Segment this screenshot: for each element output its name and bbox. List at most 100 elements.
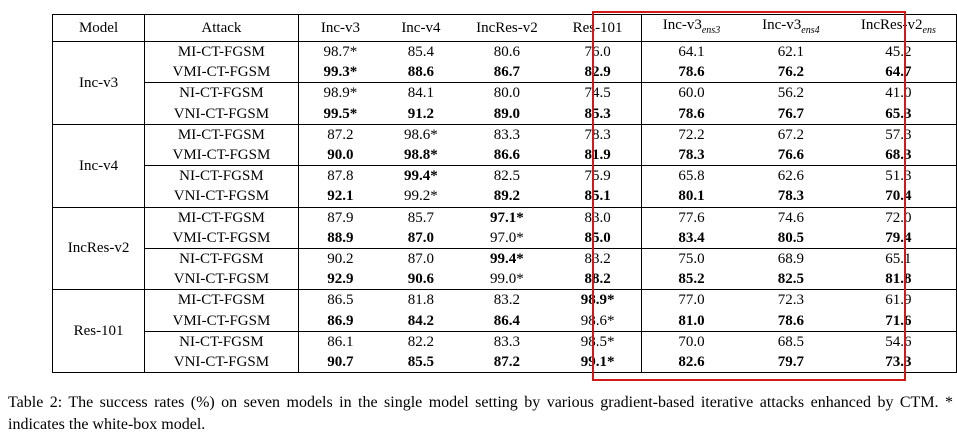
value-cell: 84.2 [407,312,435,329]
value-cell: 77.0 [641,289,741,311]
value-cell: 92.9 [327,271,354,288]
value-cell: 68.9 [740,247,841,270]
value-cell: 89.0 [493,105,521,122]
value-cell: 78.3 [554,123,642,145]
value-cell: 99.4* [382,165,460,187]
value-cell: 98.8* [404,147,438,164]
model-cell: Inc-v3 [51,41,146,125]
column-header: IncRes-v2ens [840,14,957,42]
column-header: Attack [144,14,299,42]
model-cell: Res-101 [51,289,146,373]
value-cell: 78.3 [678,147,705,164]
column-header: Inc-v3 [298,14,383,42]
value-cell: 99.4* [459,247,555,270]
value-cell: 98.5* [554,330,642,352]
attack-cell: NI-CT-FGSM [144,82,299,104]
value-cell: 77.6 [641,206,741,228]
value-cell: 70.0 [641,330,741,352]
value-cell: 76.6 [777,147,804,164]
table-row: NI-CT-FGSM 86.1 82.2 83.3 98.5* 70.0 68.5 54.6 [53,330,957,352]
table-row: NI-CT-FGSM 87.8 99.4* 82.5 75.9 65.8 62.6 51.3 [53,165,957,187]
value-cell: 64.7 [840,62,957,83]
value-cell: 41.0 [840,82,957,104]
value-cell: 82.6 [641,351,741,373]
column-header: Model [51,14,146,42]
value-cell: 68.5 [740,330,841,352]
value-cell: 82.2 [382,330,460,352]
value-cell: 83.0 [554,206,642,228]
value-cell: 79.4 [840,227,957,249]
value-cell: 91.2 [407,105,435,122]
value-cell: 88.6 [407,64,435,81]
table-row: VMI-CT-FGSM 86.9 84.2 86.4 98.6* 81.0 78.6 71.6 [53,310,957,332]
value-cell: 83.3 [459,123,555,145]
column-header-label: IncRes-v2 [476,20,538,36]
value-cell: 86.7 [493,64,521,81]
value-cell: 65.3 [840,103,957,125]
table-row: Res-101 MI-CT-FGSM 86.5 81.8 83.2 98.9* 77.0 72… [51,289,957,373]
value-cell: 84.1 [382,82,460,104]
column-header: IncRes-v2 [459,14,555,42]
value-cell: 85.5 [382,351,460,373]
column-header-subscript: ens [922,25,936,36]
value-cell: 83.4 [678,229,705,246]
value-cell: 98.6* [382,123,460,145]
column-header: Res-101 [554,14,642,42]
value-cell: 80.5 [777,229,804,246]
column-header-label: Inc-v3 [320,20,360,36]
value-cell: 78.3 [777,188,804,205]
value-cell: 85.7 [382,206,460,228]
value-cell: 80.1 [678,188,705,205]
value-cell: 62.1 [777,44,804,61]
column-header-label: Res-101 [572,20,623,36]
attack-cell: MI-CT-FGSM [144,123,299,145]
value-cell: 79.7 [740,351,841,373]
value-cell: 68.3 [840,144,957,166]
value-cell: 87.9 [298,206,383,228]
value-cell: 90.0 [327,147,354,164]
column-header-label: Model [78,20,119,36]
table-row: VNI-CT-FGSM 92.9 90.6 99.0* 88.2 85.2 82.5 81.8 [53,269,957,290]
table-row: VMI-CT-FGSM 88.9 87.0 97.0* 85.0 83.4 80.5 79.4 [53,227,957,249]
value-cell: 76.0 [554,41,642,63]
value-cell: 86.9 [327,312,354,329]
value-cell: 99.0* [490,271,524,288]
value-cell: 65.1 [840,247,957,270]
attack-cell: NI-CT-FGSM [144,330,299,352]
value-cell: 86.6 [493,147,521,164]
column-header-label: Inc-v3 [762,17,802,33]
value-cell: 99.1* [554,351,642,373]
value-cell: 87.0 [382,247,460,270]
value-cell: 56.2 [740,82,841,104]
value-cell: 76.7 [777,105,804,122]
table-header-row: Model Attack Inc-v3 Inc-v4 IncRes-v2 Res-101 I… [51,14,957,42]
table-row: VNI-CT-FGSM 92.1 99.2* 89.2 85.1 80.1 78.3 70.4 [53,186,957,207]
value-cell: 62.6 [740,165,841,187]
value-cell: 72.0 [840,206,957,228]
table-row: NI-CT-FGSM 90.2 87.0 99.4* 83.2 75.0 68.9 65.1 [53,247,957,270]
value-cell: 71.6 [840,310,957,332]
value-cell: 86.1 [298,330,383,352]
value-cell: 73.3 [840,351,957,373]
value-cell: 98.7* [323,44,358,61]
value-cell: 78.6 [678,64,705,81]
value-cell: 80.6 [493,44,521,61]
value-cell: 87.2 [459,351,555,373]
value-cell: 78.6 [777,312,804,329]
table-row: VMI-CT-FGSM 90.0 98.8* 86.6 81.9 78.3 76.6 68.3 [53,144,957,166]
model-cell: IncRes-v2 [51,206,146,290]
value-cell: 98.9* [298,82,383,104]
value-cell: 72.3 [740,289,841,311]
results-table: Model Attack Inc-v3 Inc-v4 IncRes-v2 Res-101 I… [51,14,957,373]
value-cell: 74.5 [554,82,642,104]
value-cell: 90.6 [407,271,435,288]
attack-cell: VMI-CT-FGSM [144,310,299,332]
value-cell: 88.9 [327,229,354,246]
attack-cell: VMI-CT-FGSM [144,62,299,83]
value-cell: 83.2 [554,247,642,270]
table-row: VNI-CT-FGSM 90.7 85.5 87.2 99.1* 82.6 79.7 73.3 [53,351,957,373]
value-cell: 85.3 [554,103,642,125]
value-cell: 75.0 [641,247,741,270]
value-cell: 78.6 [678,105,705,122]
column-header-label: IncRes-v2 [860,17,923,33]
